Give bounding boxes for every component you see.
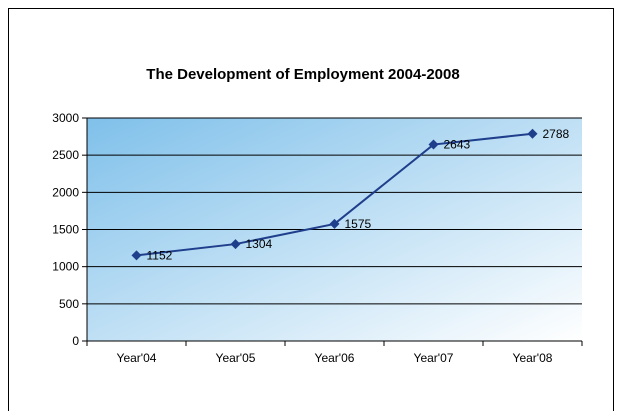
x-axis-ticks: Year'04 Year'05 Year'06 Year'07 Year'08 [86,341,583,365]
data-point-marker [527,128,538,139]
data-point-marker [329,218,340,229]
chart-title: The Development of Employment 2004-2008 [146,66,459,83]
data-label: 2643 [444,138,471,152]
y-tick-label: 3000 [52,111,79,125]
x-tick-label: Year'05 [216,351,256,365]
x-tick-label: Year'07 [414,351,454,365]
x-tick-label: Year'04 [117,351,157,365]
data-point-marker [131,250,142,261]
data-label: 1152 [147,248,173,262]
x-tick-label: Year'08 [513,351,553,365]
x-tick-label: Year'06 [315,351,355,365]
y-tick-label: 2500 [52,148,79,162]
chart-frame [8,8,614,411]
data-label: 2788 [543,127,570,141]
data-point-marker [230,239,241,250]
data-labels: 1152 1304 1575 2643 2788 [147,127,570,263]
data-point-marker [428,139,439,150]
y-tick-label: 1000 [52,260,79,274]
y-tick-label: 500 [59,297,79,311]
data-label: 1304 [246,237,273,251]
y-axis-ticks: 0 500 1000 1500 2000 2500 3000 [52,111,87,348]
data-label: 1575 [345,217,372,231]
series-line [131,128,538,261]
gridlines [87,117,582,305]
y-tick-label: 0 [72,334,79,348]
y-tick-label: 2000 [52,185,79,199]
y-tick-label: 1500 [52,223,79,237]
